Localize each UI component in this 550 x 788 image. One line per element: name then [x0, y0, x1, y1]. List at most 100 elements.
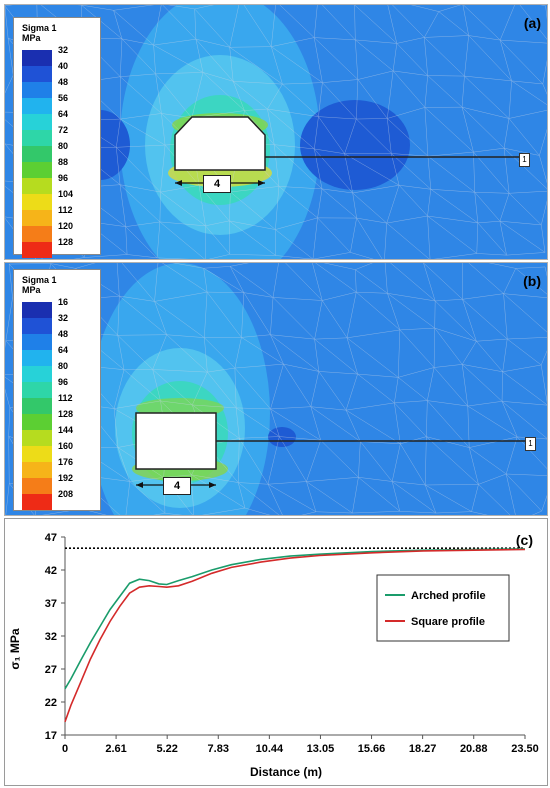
mesh-edge: [541, 200, 547, 225]
mesh-edge: [355, 269, 357, 293]
mesh-edge: [516, 436, 547, 469]
legend-swatch: [22, 178, 52, 194]
mesh-edge: [355, 269, 388, 294]
mesh-edge: [461, 106, 510, 119]
mesh-edge: [229, 266, 274, 298]
mesh-edge: [314, 116, 319, 149]
mesh-edge: [8, 436, 10, 484]
mesh-edge: [398, 377, 428, 401]
mesh-edge: [500, 39, 547, 44]
mesh-edge: [427, 189, 432, 217]
mesh-edge: [155, 73, 162, 114]
legend-swatch: [22, 462, 52, 478]
mesh-edge: [234, 337, 242, 369]
mesh-edge: [203, 268, 208, 293]
mesh-edge: [508, 118, 540, 156]
mesh-edge: [117, 296, 120, 336]
mesh-edge: [243, 292, 274, 298]
mesh-edge: [236, 407, 271, 410]
mesh-edge: [271, 5, 276, 47]
mesh-edge: [306, 481, 353, 514]
series-line-arched: [64, 548, 526, 690]
mesh-edge: [119, 295, 155, 302]
mesh-edge: [152, 334, 167, 370]
legend-tick-label: 96: [58, 377, 69, 387]
mesh-edge: [503, 293, 508, 340]
mesh-edge: [235, 407, 240, 439]
mesh-edge: [117, 447, 131, 482]
mesh-edge: [345, 373, 358, 411]
mesh-edge: [392, 481, 437, 514]
mesh-edge: [270, 334, 284, 365]
mesh-edge: [192, 372, 208, 406]
mesh-edge: [386, 215, 428, 224]
legend-tick-label: 88: [58, 157, 69, 167]
mesh-edge: [356, 291, 388, 294]
mesh-edge: [237, 482, 246, 509]
mesh-edge: [270, 406, 311, 410]
mesh-edge: [283, 363, 312, 407]
mesh-edge: [344, 153, 400, 186]
mesh-edge: [467, 405, 518, 438]
mesh-edge: [541, 494, 547, 512]
mesh-edge: [318, 116, 345, 154]
mesh-edge: [425, 484, 472, 512]
legend-swatch: [22, 302, 52, 318]
legend-swatch: [22, 114, 52, 130]
legend-swatch: [22, 350, 52, 366]
mesh-edge: [306, 477, 359, 482]
mesh-edge: [499, 39, 543, 85]
mesh-edge: [239, 436, 280, 439]
mesh-edge: [117, 335, 125, 370]
mesh-edge: [434, 300, 477, 342]
legend-tick-label: 56: [58, 93, 69, 103]
mesh-edge: [267, 484, 317, 512]
mesh-edge: [241, 337, 284, 365]
mesh-edge: [474, 191, 510, 194]
mesh-edge: [391, 153, 428, 157]
mesh-edge: [270, 408, 280, 437]
mesh-edge: [318, 82, 323, 117]
mesh-edge: [476, 222, 479, 254]
mesh-edge: [270, 334, 319, 372]
legend-tick-label: 128: [58, 237, 74, 247]
chart-series: [64, 548, 526, 723]
stress-profile-chart-panel: σ₁ MPa Distance (m) (c) 17 22 27 32 37 42 47 0 2…: [4, 518, 548, 786]
mesh-edge: [461, 341, 477, 365]
mesh-edge: [357, 79, 388, 119]
mesh-edge: [352, 185, 400, 194]
mesh-edge: [205, 225, 231, 255]
mesh-edge: [469, 447, 507, 475]
mesh-edge: [129, 477, 164, 482]
mesh-edge: [427, 156, 432, 190]
mesh-edge: [346, 292, 357, 338]
mesh-edge: [427, 155, 475, 193]
mesh-edge: [399, 327, 435, 331]
mesh-edge: [154, 263, 159, 302]
mesh-edge: [394, 377, 399, 403]
mesh-edge: [285, 263, 323, 301]
mesh-edge: [502, 338, 508, 372]
x-tick-label: 20.88: [460, 743, 488, 755]
mesh-edge: [507, 337, 547, 340]
mesh-edge: [392, 5, 425, 38]
mesh-edge: [123, 369, 161, 402]
legend-tick-label: 144: [58, 425, 74, 435]
mesh-edge: [391, 153, 400, 186]
mesh-edge: [502, 371, 547, 406]
mesh-edge: [540, 350, 547, 366]
mesh-edge: [5, 75, 14, 94]
mesh-edge: [315, 511, 353, 514]
mesh-edge: [507, 338, 542, 366]
mesh-edge: [271, 46, 283, 85]
mesh-edge: [267, 108, 319, 117]
mesh-edge: [120, 118, 166, 146]
mesh-edge: [306, 440, 321, 482]
mesh-edge: [267, 484, 283, 515]
mesh-edge: [243, 292, 271, 335]
mesh-edge: [468, 447, 479, 485]
mesh-edge: [438, 11, 469, 36]
mesh-edge: [125, 481, 131, 515]
mesh-edge: [394, 402, 427, 437]
dimension-arrow-right-icon: [258, 180, 265, 186]
